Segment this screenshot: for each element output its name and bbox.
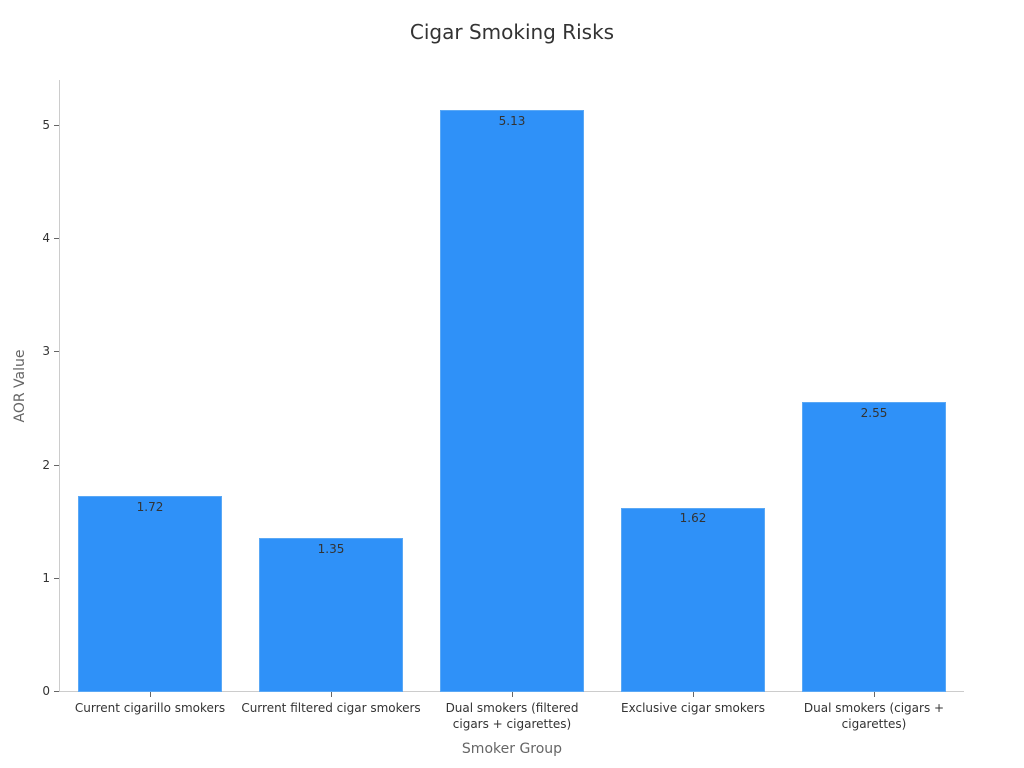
x-tick <box>150 692 151 697</box>
y-tick-label: 5 <box>42 118 50 132</box>
bar-dual-filtered-cigars-cigarettes[interactable] <box>440 110 584 692</box>
x-tick <box>512 692 513 697</box>
x-tick <box>693 692 694 697</box>
bar-value-label: 1.72 <box>136 500 164 514</box>
y-tick <box>54 238 59 239</box>
y-tick-label: 0 <box>42 684 50 698</box>
y-tick <box>54 351 59 352</box>
y-tick <box>54 125 59 126</box>
bar-current-filtered-cigar[interactable] <box>259 538 403 692</box>
bar-dual-cigars-cigarettes[interactable] <box>802 402 946 692</box>
y-axis-line <box>59 80 60 692</box>
chart-title: Cigar Smoking Risks <box>409 20 615 44</box>
x-tick-label: Current filtered cigar smokers <box>241 701 421 715</box>
bar-exclusive-cigar[interactable] <box>621 508 765 692</box>
y-axis-title: AOR Value <box>12 349 28 423</box>
bar-current-cigarillo[interactable] <box>78 496 222 692</box>
y-tick <box>54 578 59 579</box>
y-tick-label: 4 <box>42 231 50 245</box>
bar-value-label: 5.13 <box>498 114 526 128</box>
bar-value-label: 1.35 <box>317 542 345 556</box>
x-tick-label: Exclusive cigar smokers <box>621 701 765 715</box>
bar-value-label: 2.55 <box>860 406 888 420</box>
x-tick-label: Current cigarillo smokers <box>74 701 226 715</box>
x-tick <box>874 692 875 697</box>
x-tick-label: Dual smokers (cigars + cigarettes) <box>803 701 945 731</box>
y-tick <box>54 691 59 692</box>
bar-value-label: 1.62 <box>679 511 707 525</box>
y-tick-label: 1 <box>42 571 50 585</box>
x-tick <box>331 692 332 697</box>
x-axis-title: Smoker Group <box>461 741 563 757</box>
y-tick-label: 3 <box>42 344 50 358</box>
y-tick <box>54 465 59 466</box>
y-tick-label: 2 <box>42 458 50 472</box>
x-tick-label: Dual smokers (filtered cigars + cigarett… <box>445 701 579 731</box>
